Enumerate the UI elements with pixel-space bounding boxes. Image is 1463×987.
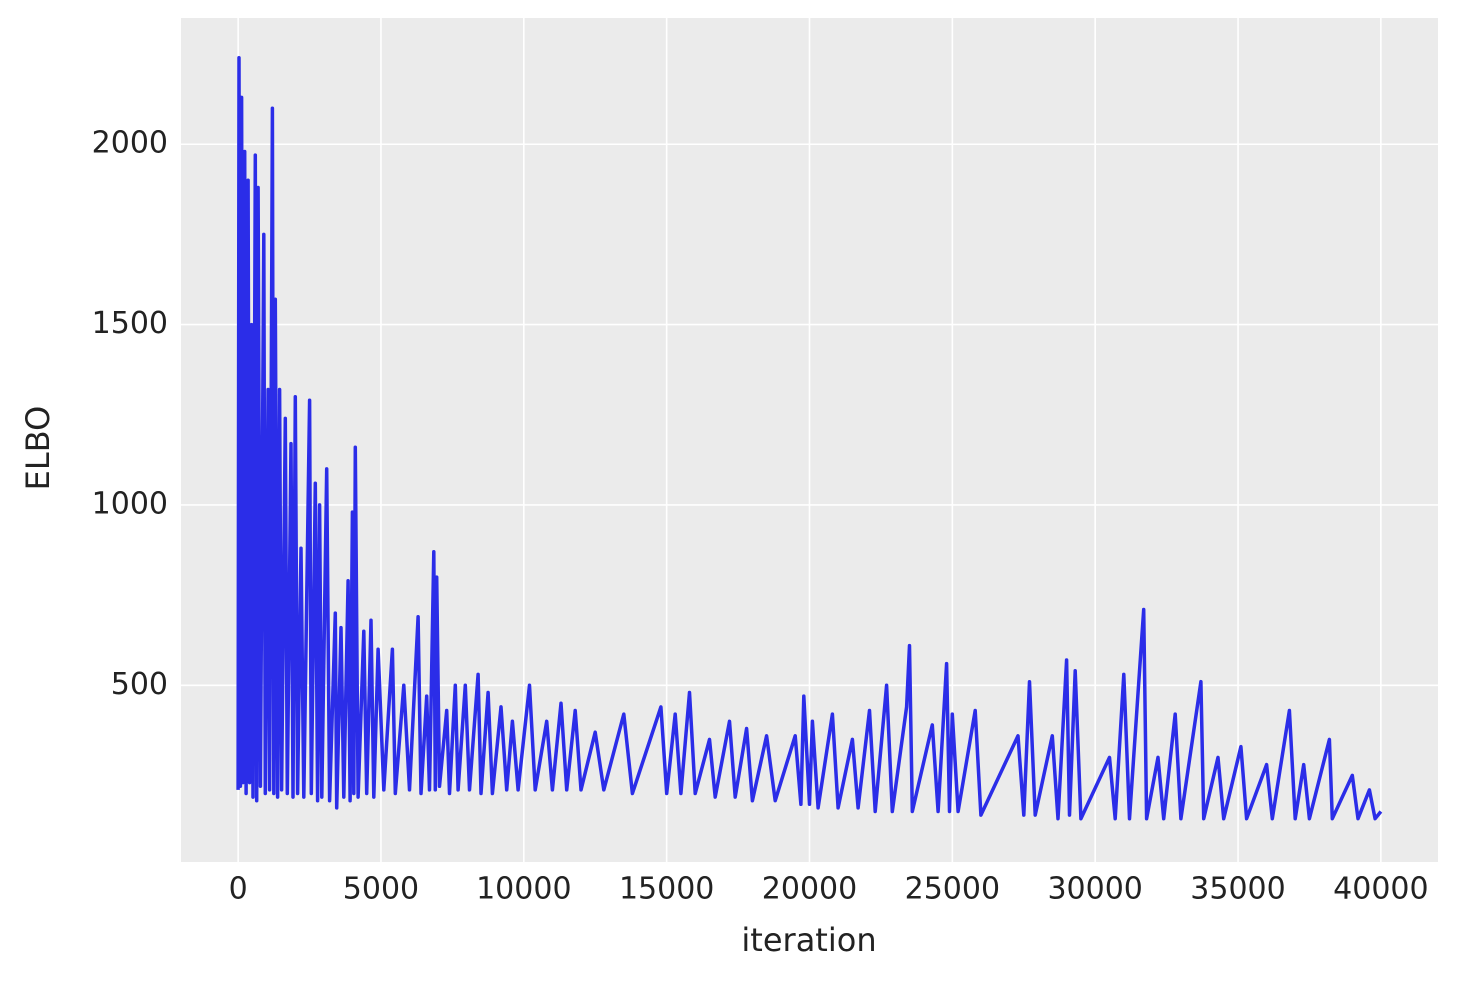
x-tick-label: 40000 xyxy=(1333,872,1428,907)
x-tick-label: 0 xyxy=(229,872,248,907)
x-axis-label: iteration xyxy=(741,921,876,959)
y-tick-label: 1500 xyxy=(92,306,168,341)
y-axis-label: ELBO xyxy=(19,406,57,491)
x-tick-label: 20000 xyxy=(762,872,857,907)
y-tick-label: 1000 xyxy=(92,486,168,521)
x-tick-label: 15000 xyxy=(619,872,714,907)
x-tick-label: 5000 xyxy=(343,872,419,907)
x-tick-label: 10000 xyxy=(476,872,571,907)
y-tick-label: 500 xyxy=(111,667,168,702)
x-tick-label: 25000 xyxy=(905,872,1000,907)
y-tick-label: 2000 xyxy=(92,126,168,161)
x-tick-label: 35000 xyxy=(1190,872,1285,907)
x-tick-label: 30000 xyxy=(1047,872,1142,907)
data-line xyxy=(236,55,1383,821)
